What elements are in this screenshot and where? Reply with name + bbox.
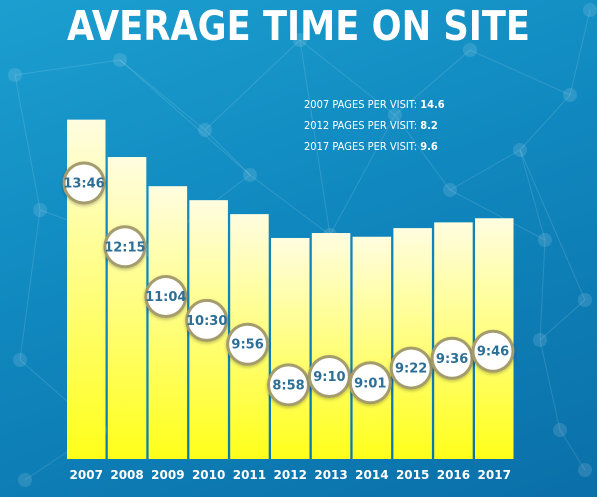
bubble-2012: 8:58 [267,363,310,407]
bubble-2007: 13:46 [62,161,106,205]
bar-2012 [271,237,310,459]
bubble-2016: 9:36 [430,336,474,380]
network-lines [14,9,591,481]
data-label-2007: 13:46 [63,177,104,192]
data-label-2011: 9:56 [231,338,263,353]
bubble-face [188,301,226,339]
bubble-face [65,164,103,202]
bars [67,119,514,459]
x-tick-2010: 2010 [192,468,225,482]
pages-per-visit-stats: 2007 PAGES PER VISIT: 14.6 2012 PAGES PE… [304,94,460,157]
x-tick-2011: 2011 [233,468,266,482]
bubble-face [147,278,185,316]
bubble-face [433,339,471,377]
stat-2017: 2017 PAGES PER VISIT: 9.6 [304,136,445,157]
x-axis-ticks: 2007 2008 2009 2010 2011 2012 2013 2014 2015 2016… [70,468,511,482]
bar-2008 [107,157,147,459]
x-tick-2012: 2012 [274,468,307,482]
x-tick-2007: 2007 [70,468,103,482]
bubble-2010: 10:30 [185,298,229,342]
bar-2014 [352,236,392,459]
bar-2013 [311,233,351,459]
data-label-2015: 9:22 [395,362,427,377]
x-tick-2017: 2017 [478,468,511,482]
bubble-2017: 9:46 [471,329,515,373]
bubble-2011: 9:56 [226,322,270,366]
data-label-2013: 9:10 [313,370,345,385]
data-label-2012: 8:58 [272,378,304,393]
data-label-2016: 9:36 [436,352,468,367]
stat-2007: 2007 PAGES PER VISIT: 14.6 [304,94,445,115]
stat-2012-label: 2012 PAGES PER VISIT: [304,119,418,132]
x-tick-2014: 2014 [355,468,388,482]
stat-2012: 2012 PAGES PER VISIT: 8.2 [304,115,445,136]
x-tick-2009: 2009 [151,468,184,482]
data-label-2017: 9:46 [477,345,509,360]
stat-2012-value: 8.2 [420,119,438,132]
data-label-2010: 10:30 [186,314,227,329]
bubble-2015: 9:22 [389,346,433,390]
bubble-2008: 12:15 [103,225,147,269]
data-label-2014: 9:01 [354,376,386,391]
bubble-face [351,364,389,402]
bar-2009 [148,186,188,459]
stat-2007-label: 2007 PAGES PER VISIT: [304,98,418,111]
data-label-2009: 11:04 [145,290,186,305]
x-tick-2008: 2008 [110,468,143,482]
bubble-face [474,332,512,370]
bubble-2013: 9:10 [307,354,351,398]
bubble-2009: 11:04 [144,275,188,319]
network-nodes [8,3,597,487]
bubble-face [106,228,144,266]
bubble-face [392,349,430,387]
stat-2007-value: 14.6 [420,98,445,111]
bar-2015 [393,228,432,459]
chart-title: AVERAGE TIME ON SITE [66,2,531,50]
x-tick-2016: 2016 [437,468,470,482]
x-tick-2013: 2013 [314,468,347,482]
stat-2017-label: 2017 PAGES PER VISIT: [304,140,418,153]
stat-2017-value: 9.6 [420,140,438,153]
bubble-face [270,366,307,404]
bubble-face [229,325,267,363]
bubble-2014: 9:01 [348,361,392,405]
data-label-2008: 12:15 [104,240,145,255]
x-tick-2015: 2015 [396,468,429,482]
bubble-face [310,357,348,395]
